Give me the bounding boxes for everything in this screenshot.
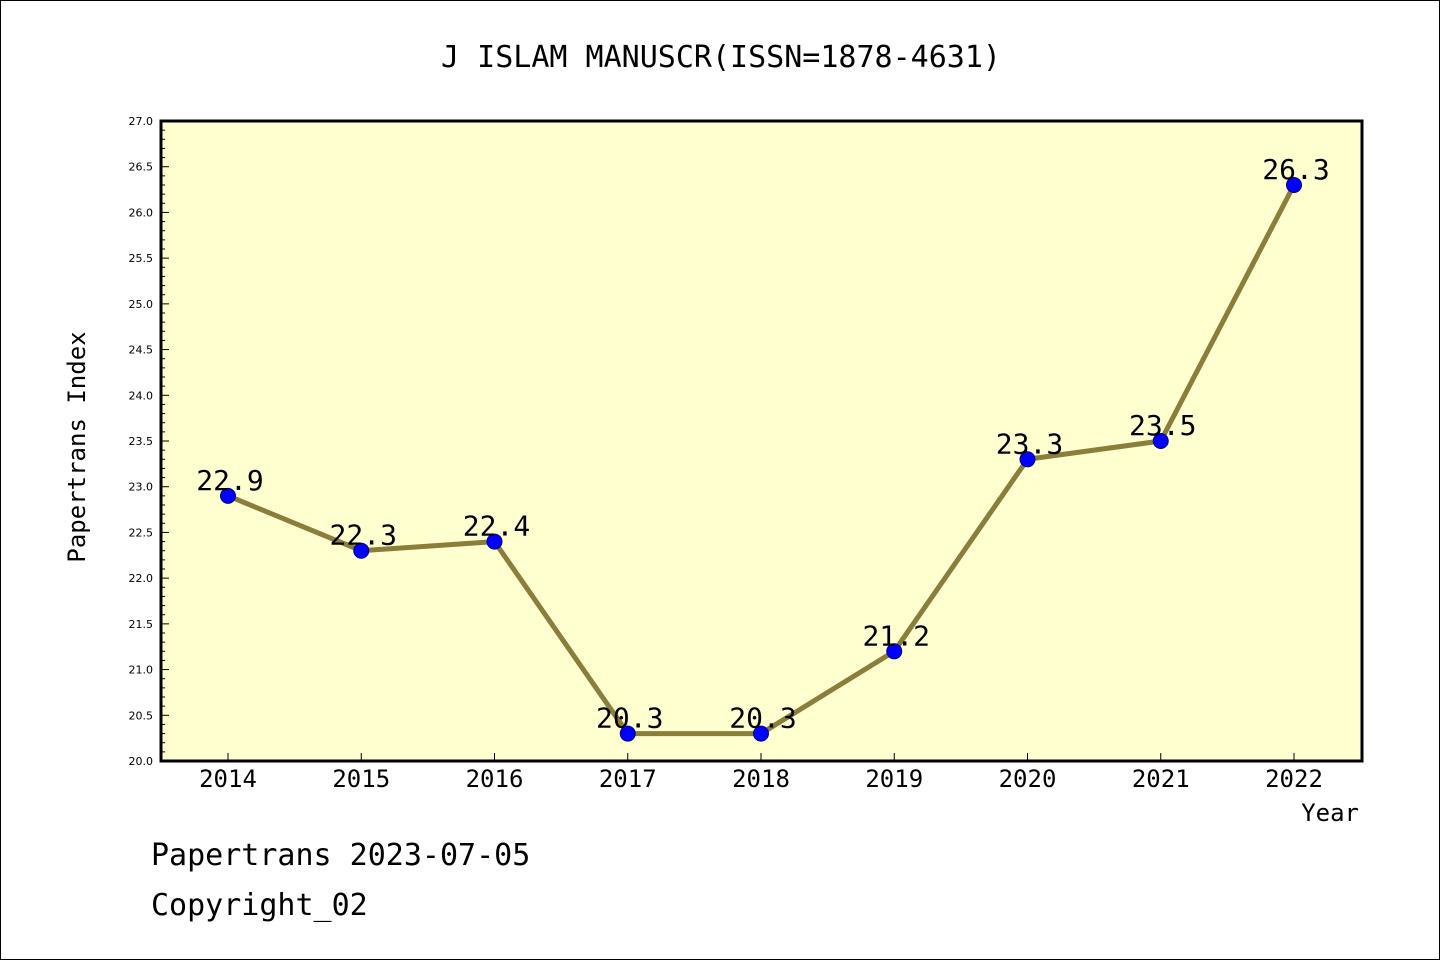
y-axis-ticks: 20.0 20.5 21.0 21.5 22.0 22.5 23.0 23.5 24.0 24.5… [129, 115, 169, 768]
data-point [886, 643, 903, 660]
data-label: 23.3 [996, 427, 1063, 460]
x-axis-ticks: 2014 2015 2016 2017 2018 2019 2020 2021 2022 [199, 753, 1323, 793]
data-point [353, 542, 370, 559]
data-point [486, 533, 503, 550]
chart-title: J ISLAM MANUSCR(ISSN=1878-4631) [441, 40, 1001, 75]
y-tick-label: 20.5 [129, 709, 154, 722]
x-tick-label: 2016 [466, 765, 524, 793]
data-label: 23.5 [1129, 409, 1196, 442]
data-point [1019, 451, 1036, 468]
y-tick-label: 25.0 [129, 298, 154, 311]
y-tick-label: 24.5 [129, 344, 154, 357]
x-tick-label: 2018 [732, 765, 790, 793]
x-tick-label: 2017 [599, 765, 657, 793]
x-tick-label: 2014 [199, 765, 257, 793]
y-tick-label: 21.0 [129, 664, 154, 677]
x-tick-label: 2019 [865, 765, 923, 793]
data-label: 22.3 [330, 519, 397, 552]
data-label: 22.4 [463, 510, 530, 543]
y-tick-label: 22.5 [129, 526, 154, 539]
y-tick-label: 23.0 [129, 481, 154, 494]
x-tick-label: 2020 [999, 765, 1057, 793]
data-point [220, 487, 236, 504]
x-tick-label: 2015 [332, 765, 390, 793]
x-tick-label: 2022 [1265, 765, 1323, 793]
data-point [619, 725, 636, 742]
y-axis-label: Papertrans Index [63, 331, 91, 562]
data-point [1152, 433, 1169, 449]
data-point [753, 725, 769, 742]
data-label: 21.2 [863, 619, 930, 652]
y-tick-label: 20.0 [129, 755, 154, 768]
data-label: 20.3 [729, 702, 796, 735]
y-tick-label: 21.5 [129, 618, 154, 631]
footer-date: Papertrans 2023-07-05 [151, 838, 530, 873]
y-tick-label: 25.5 [129, 252, 154, 265]
y-tick-label: 26.5 [129, 161, 154, 174]
y-tick-label: 26.0 [129, 206, 154, 219]
data-label: 26.3 [1262, 153, 1329, 186]
y-tick-label: 22.0 [129, 572, 154, 585]
y-tick-label: 27.0 [129, 115, 154, 128]
data-label: 20.3 [596, 702, 663, 735]
data-label: 22.9 [196, 464, 263, 497]
data-point [1286, 177, 1302, 193]
x-axis-label: Year [1301, 799, 1359, 827]
y-tick-label: 24.0 [129, 389, 154, 402]
footer-copyright: Copyright_02 [151, 888, 368, 923]
x-tick-label: 2021 [1132, 765, 1190, 793]
y-tick-label: 23.5 [129, 435, 154, 448]
series-layer: 22.9 22.3 22.4 20.3 20.3 21.2 23.3 23.5 26.3 [196, 153, 1330, 742]
